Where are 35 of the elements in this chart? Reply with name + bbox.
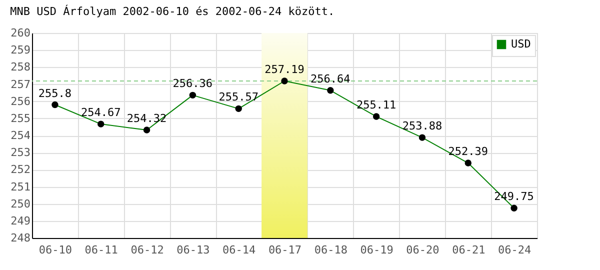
y-tick-label: 249 (10, 214, 30, 228)
x-tick-label: 06-10 (38, 244, 72, 256)
x-tick-label: 06-19 (360, 244, 394, 256)
data-label: 256.36 (172, 77, 213, 90)
data-label: 255.11 (356, 98, 396, 112)
y-tick-label: 258 (10, 60, 30, 74)
data-label: 253.88 (402, 120, 442, 133)
x-tick-label: 06-14 (222, 244, 256, 256)
legend-label: USD (511, 38, 531, 50)
y-tick-label: 248 (10, 232, 30, 244)
y-tick-label: 254 (10, 129, 31, 142)
data-label: 257.19 (264, 63, 304, 76)
y-tick-label: 252 (10, 163, 30, 176)
data-label: 256.64 (310, 72, 351, 86)
y-tick-label: 255 (10, 112, 30, 125)
data-label: 255.8 (38, 86, 72, 100)
y-tick-label: 257 (10, 78, 30, 91)
x-tick-label: 06-12 (130, 244, 164, 256)
x-tick-label: 06-13 (176, 244, 210, 256)
data-label: 255.57 (218, 90, 258, 104)
x-tick-label: 06-18 (314, 244, 348, 256)
x-tick-label: 06-24 (498, 244, 532, 256)
x-tick-label: 06-21 (452, 244, 486, 256)
x-tick-label: 06-11 (84, 244, 118, 256)
x-tick-label: 06-17 (268, 244, 302, 256)
y-tick-label: 256 (10, 94, 30, 108)
y-tick-label: 260 (10, 26, 30, 40)
chart-title: MNB USD Árfolyam 2002-06-10 és 2002-06-24 között. (10, 4, 335, 18)
y-tick-label: 251 (10, 180, 30, 194)
y-tick-label: 250 (10, 197, 30, 210)
y-tick-label: 259 (10, 44, 30, 57)
y-tick-label: 253 (10, 146, 30, 160)
data-label: 252.39 (448, 145, 488, 158)
data-label: 254.67 (80, 106, 121, 120)
x-tick-label: 06-20 (406, 244, 440, 256)
